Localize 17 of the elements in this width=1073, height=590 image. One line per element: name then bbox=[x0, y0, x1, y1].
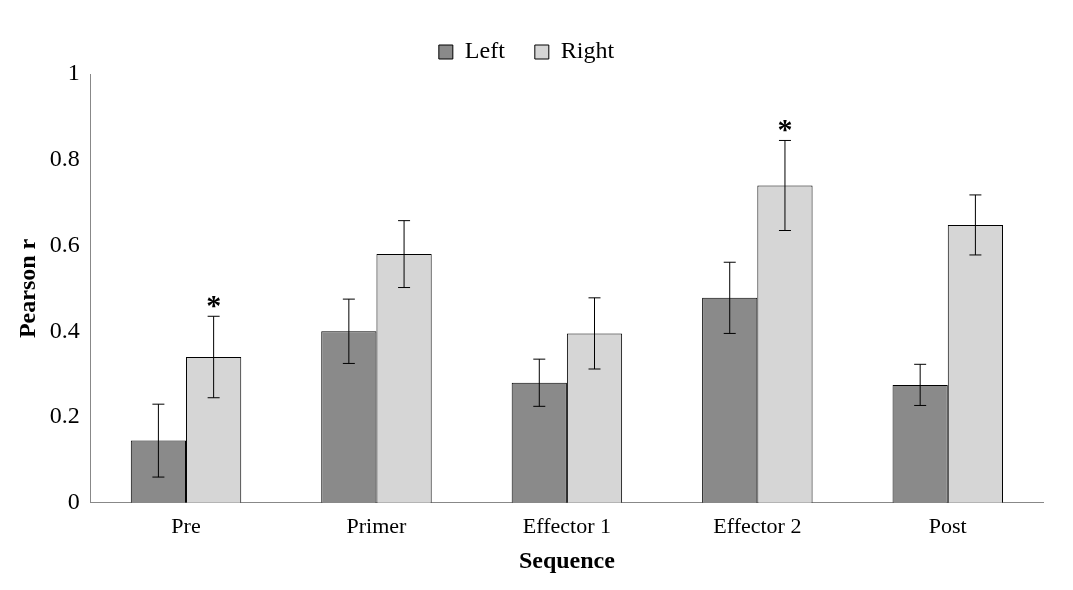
x-tick-label: Post bbox=[928, 512, 967, 538]
annotation: * bbox=[206, 288, 222, 322]
y-tick-label: 1 bbox=[67, 59, 80, 86]
y-tick-label: 0.4 bbox=[49, 316, 80, 343]
x-tick-label: Primer bbox=[346, 512, 408, 538]
annotation: * bbox=[777, 112, 793, 146]
x-tick-label: Pre bbox=[171, 512, 201, 538]
legend-label: Right bbox=[560, 37, 615, 64]
y-axis-title: Pearson r bbox=[13, 238, 40, 339]
legend-label: Left bbox=[464, 37, 506, 64]
y-tick-label: 0.2 bbox=[49, 402, 80, 429]
y-tick-label: 0.8 bbox=[49, 145, 80, 172]
y-tick-label: 0.6 bbox=[49, 230, 80, 257]
x-tick-label: Effector 2 bbox=[713, 512, 802, 538]
y-tick-label: 0 bbox=[67, 488, 80, 515]
x-tick-label: Effector 1 bbox=[522, 512, 611, 538]
x-axis-title: Sequence bbox=[518, 546, 616, 573]
